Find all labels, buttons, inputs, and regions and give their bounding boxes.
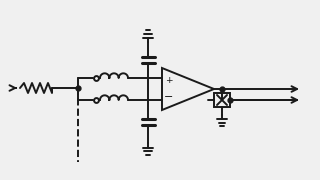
Text: −: − bbox=[164, 92, 174, 102]
Bar bbox=[214, 93, 230, 107]
Text: +: + bbox=[165, 76, 173, 85]
